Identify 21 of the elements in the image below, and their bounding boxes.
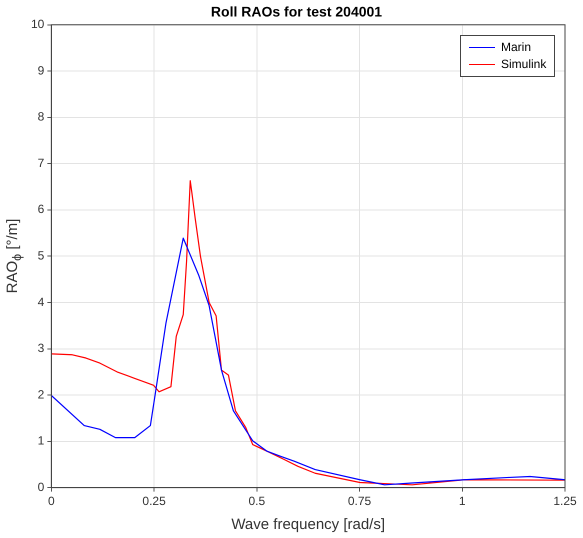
y-tick-label: 3 [38,341,45,356]
y-tick-label: 5 [38,248,45,263]
y-tick-label: 4 [38,294,45,309]
y-tick-label: 7 [38,156,45,170]
y-tick-label: 8 [38,110,45,124]
y-tick-label: 9 [38,63,45,78]
x-axis-title: Wave frequency [rad/s] [231,516,386,534]
x-tick-label: 0 [48,494,56,508]
legend-label: Marin [501,40,532,54]
x-tick-label: 0.75 [348,494,372,508]
x-tick-label: 1 [458,494,466,508]
y-tick-label: 2 [38,387,45,402]
legend-label: Simulink [501,57,546,72]
x-tick-label: 0.5 [248,494,266,508]
y-tick-label: 0 [38,480,45,494]
y-tick-label: 10 [30,17,45,32]
y-tick-label: 1 [38,434,45,448]
x-tick-label: 1.25 [553,494,577,508]
y-tick-label: 6 [38,202,45,216]
chart-title: Roll RAOs for test 204001 [210,3,382,20]
x-tick-label: 0.25 [142,494,166,508]
